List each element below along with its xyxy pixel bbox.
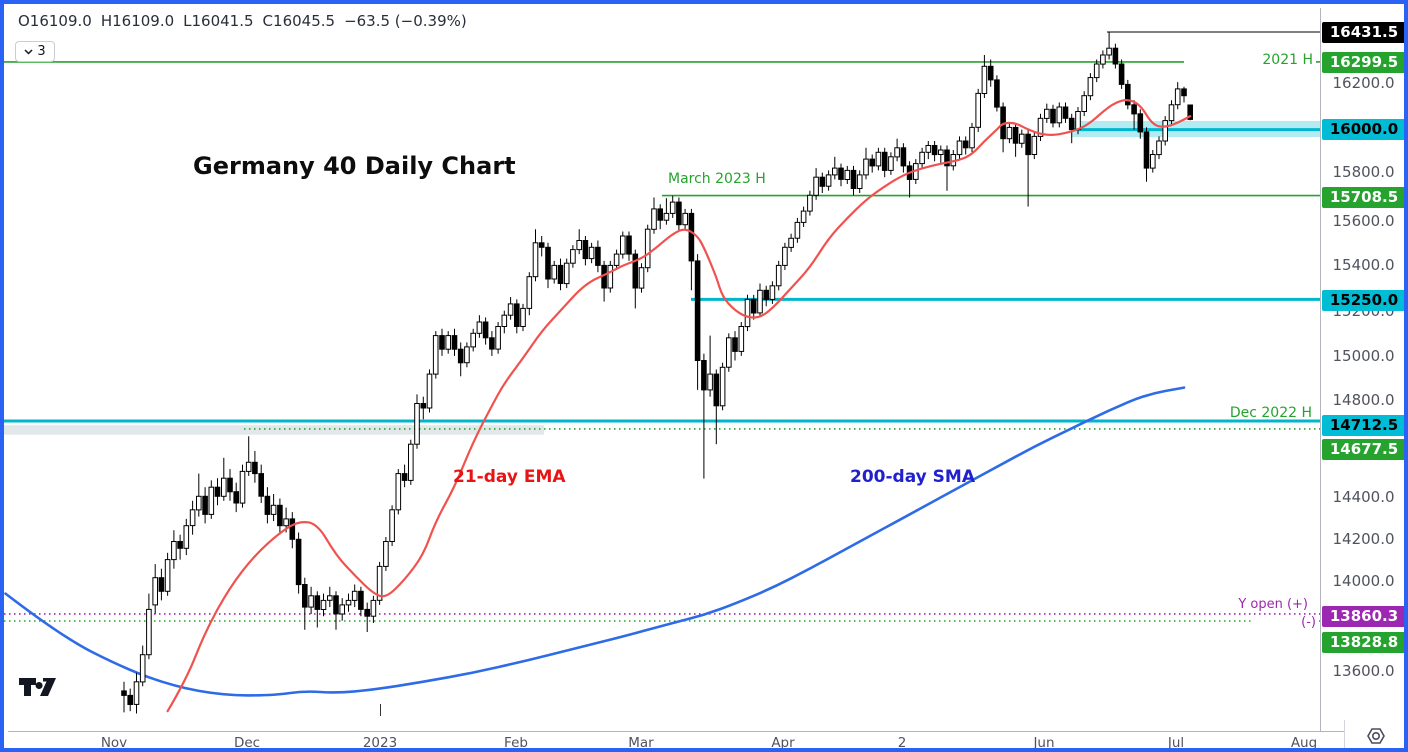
chevron-down-icon (24, 48, 33, 55)
ema-line-label[interactable]: 21-day EMA (453, 467, 566, 487)
ohlc-part: L16041.5 (183, 12, 254, 30)
price-axis-label[interactable]: 16299.5 (1322, 51, 1404, 73)
price-axis-label[interactable]: 15400.0 (1332, 256, 1395, 274)
ohlc-part: −63.5 (−0.39%) (344, 12, 467, 30)
ohlc-legend[interactable]: O16109.0 H16109.0 L16041.5 C16045.5 −63.5 (−… (18, 12, 476, 30)
time-axis-label[interactable]: Dec (233, 735, 261, 751)
price-axis-label[interactable]: 13860.3 (1322, 605, 1404, 627)
price-axis-border (1320, 8, 1321, 731)
price-axis-label[interactable]: 14200.0 (1332, 530, 1395, 548)
time-axis-label[interactable]: Apr (771, 735, 795, 751)
time-axis-label[interactable]: Aug (1290, 735, 1318, 751)
price-axis-label[interactable]: 13828.8 (1322, 631, 1404, 653)
price-axis-label[interactable]: 14800.0 (1332, 391, 1395, 409)
price-axis-label[interactable]: 14000.0 (1332, 572, 1395, 590)
time-axis-label[interactable]: Jun (1033, 735, 1055, 751)
price-axis-label[interactable]: 16000.0 (1322, 118, 1404, 140)
price-axis-label[interactable]: 15250.0 (1322, 289, 1404, 311)
price-axis-label[interactable]: 14677.5 (1322, 438, 1404, 460)
annotation-y-open-plus[interactable]: Y open (+) (1194, 597, 1308, 612)
price-axis-label[interactable]: 15708.5 (1322, 186, 1404, 208)
time-axis-label[interactable]: Feb (504, 735, 528, 751)
legend-collapse-button[interactable]: 3 (15, 41, 55, 62)
ohlc-part: H16109.0 (100, 12, 175, 30)
candlestick-series[interactable] (121, 32, 1194, 714)
price-axis[interactable]: 16431.5 16299.5 16200.0 16000.0 15800.0 15708… (1321, 8, 1404, 731)
price-axis-label[interactable]: 14400.0 (1332, 488, 1395, 506)
price-axis-label[interactable]: 15800.0 (1332, 163, 1395, 181)
axis-corner-box[interactable] (1344, 720, 1404, 748)
ema-line[interactable] (166, 99, 1192, 713)
price-axis-label[interactable]: 15000.0 (1332, 347, 1395, 365)
tradingview-logo[interactable] (18, 675, 58, 699)
time-axis-label[interactable]: Jul (1167, 735, 1185, 751)
time-axis-label[interactable]: 2 (897, 735, 907, 751)
sma-line[interactable] (4, 386, 1186, 697)
ohlc-part: C16045.5 (262, 12, 336, 30)
annotation-2021-high[interactable]: 2021 H (1184, 52, 1316, 68)
hexagon-settings-icon (1367, 728, 1385, 744)
price-axis-label[interactable]: 15600.0 (1332, 212, 1395, 230)
sma-line-label[interactable]: 200-day SMA (850, 467, 975, 487)
price-chart[interactable] (4, 4, 1408, 752)
annotation-march-2023-high[interactable]: March 2023 H (668, 171, 766, 187)
hidden-indicator-count: 3 (37, 44, 46, 59)
time-axis-label[interactable]: Nov (100, 735, 128, 751)
price-axis-label[interactable]: 13600.0 (1332, 662, 1395, 680)
annotation-dec-2022-high[interactable]: Dec 2022 H (1229, 405, 1312, 421)
price-axis-label[interactable]: 16200.0 (1332, 74, 1395, 92)
chart-title: Germany 40 Daily Chart (193, 152, 516, 180)
annotation-y-open-minus[interactable]: (-) (1254, 615, 1316, 630)
price-axis-label[interactable]: 16431.5 (1322, 21, 1404, 43)
ohlc-part: O16109.0 (18, 12, 92, 30)
time-axis[interactable]: Nov Dec 2023 Feb Mar Apr 2 Jun Jul Aug (8, 731, 1404, 751)
price-axis-label[interactable]: 14712.5 (1322, 414, 1404, 436)
level-lines[interactable] (4, 31, 1320, 622)
time-axis-label[interactable]: Mar (628, 735, 654, 751)
time-axis-label[interactable]: 2023 (362, 735, 398, 751)
